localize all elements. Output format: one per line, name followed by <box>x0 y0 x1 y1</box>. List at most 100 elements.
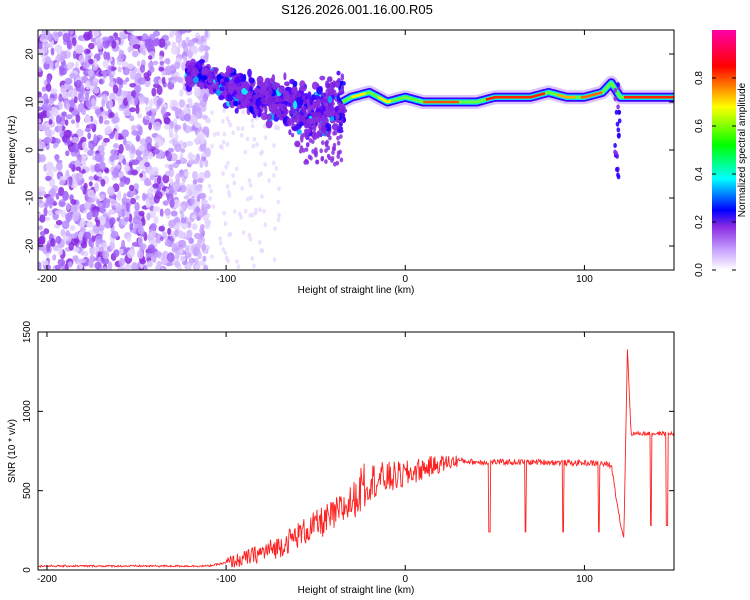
noise-blob <box>223 250 228 256</box>
y-tick-label: 0 <box>22 567 33 573</box>
spectrogram-marks <box>38 30 674 270</box>
noise-blob <box>263 162 267 167</box>
noise-blob <box>193 87 201 97</box>
noise-blob <box>276 217 281 223</box>
noise-blob <box>55 114 62 124</box>
noise-blob <box>192 171 198 180</box>
ridge-blob <box>301 95 306 100</box>
noise-blob <box>87 149 95 156</box>
ridge-blob <box>315 107 321 113</box>
noise-blob <box>153 216 159 225</box>
ridge-blob <box>306 128 310 134</box>
noise-blob <box>57 258 66 267</box>
ridge-blob <box>326 153 331 159</box>
noise-blob <box>123 165 131 172</box>
spike-blob <box>613 87 617 93</box>
noise-blob <box>158 38 166 48</box>
noise-blob <box>145 198 150 209</box>
noise-blob <box>183 55 188 63</box>
noise-blob <box>94 108 102 116</box>
noise-blob <box>73 96 78 104</box>
noise-blob <box>134 202 140 212</box>
noise-blob <box>87 189 95 198</box>
noise-blob <box>98 224 105 232</box>
noise-blob <box>80 136 87 143</box>
noise-blob <box>170 210 178 217</box>
noise-blob <box>71 37 77 47</box>
noise-blob <box>54 61 60 69</box>
noise-blob <box>118 171 124 178</box>
ridge-blob <box>216 74 221 81</box>
noise-blob <box>108 217 116 225</box>
ridge-blob <box>320 114 326 120</box>
noise-blob <box>175 159 182 165</box>
noise-blob <box>138 160 146 170</box>
ridge-blob <box>323 110 330 116</box>
noise-blob <box>71 211 80 222</box>
noise-blob <box>218 240 223 246</box>
noise-blob <box>98 161 106 171</box>
snr-xlabel: Height of straight line (km) <box>298 585 415 596</box>
noise-blob <box>250 118 255 123</box>
noise-blob <box>78 258 86 264</box>
noise-blob <box>183 195 190 200</box>
noise-blob <box>177 43 182 49</box>
noise-blob <box>38 225 44 231</box>
ridge-blob <box>333 161 337 167</box>
noise-blob <box>135 87 140 97</box>
noise-blob <box>185 245 189 254</box>
spike-blob <box>615 121 620 127</box>
noise-blob <box>184 113 191 122</box>
noise-blob <box>146 260 153 268</box>
noise-blob <box>262 208 266 214</box>
noise-blob <box>184 252 192 259</box>
noise-blob <box>103 120 110 125</box>
y-tick-label: 20 <box>25 48 36 60</box>
noise-blob <box>180 217 187 224</box>
noise-blob <box>57 31 63 37</box>
noise-blob <box>179 255 186 262</box>
noise-blob <box>158 67 165 72</box>
noise-blob <box>58 93 63 103</box>
noise-blob <box>102 266 108 270</box>
noise-blob <box>112 116 120 124</box>
noise-blob <box>85 91 90 101</box>
noise-blob <box>92 87 100 94</box>
noise-blob <box>78 231 84 241</box>
noise-blob <box>69 30 74 35</box>
noise-blob <box>38 186 45 192</box>
noise-blob <box>38 112 46 118</box>
noise-blob <box>204 147 211 158</box>
noise-blob <box>239 132 244 138</box>
noise-blob <box>245 136 250 142</box>
noise-blob <box>258 207 262 213</box>
noise-blob <box>139 259 146 265</box>
noise-blob <box>203 53 209 63</box>
noise-blob <box>252 263 256 269</box>
ridge-blob <box>267 96 274 105</box>
ridge-blob <box>331 150 335 156</box>
noise-blob <box>274 125 278 130</box>
ridge-blob <box>284 81 290 87</box>
noise-blob <box>154 177 158 185</box>
ridge-blob <box>291 126 299 132</box>
noise-blob <box>108 209 115 215</box>
noise-blob <box>87 132 92 140</box>
noise-blob <box>131 262 139 270</box>
noise-blob <box>169 198 175 208</box>
noise-blob <box>155 264 160 270</box>
noise-blob <box>107 65 112 75</box>
noise-blob <box>210 254 214 259</box>
ridge-blob <box>319 75 326 81</box>
noise-blob <box>129 83 137 88</box>
noise-blob <box>55 154 59 162</box>
noise-blob <box>83 231 92 240</box>
noise-blob <box>193 232 202 240</box>
noise-blob <box>202 93 209 103</box>
ridge-blob <box>336 135 340 141</box>
ridge-blob <box>288 129 292 136</box>
y-tick-label: 500 <box>22 482 33 499</box>
noise-blob <box>38 66 42 73</box>
ridge-blob <box>299 80 306 88</box>
noise-blob <box>148 122 153 131</box>
